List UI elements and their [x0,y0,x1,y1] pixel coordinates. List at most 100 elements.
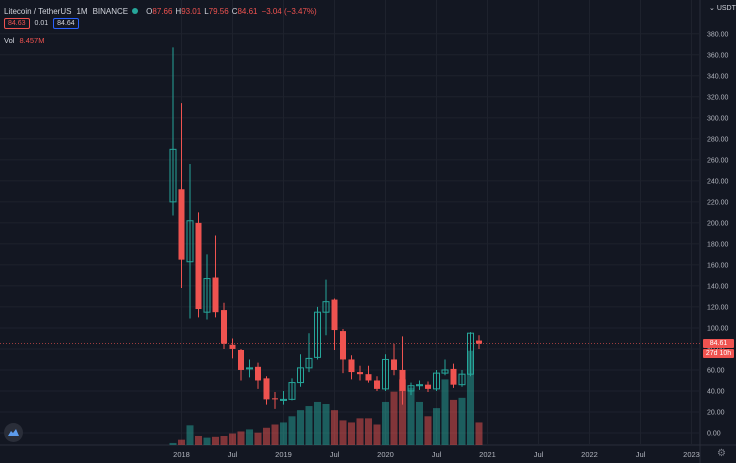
open-label: O [146,6,153,16]
currency-value: USDT [716,5,736,12]
y-tick-label: 360.00 [707,52,729,59]
candle-body [365,374,372,381]
candle-body [407,385,415,392]
candle-body [178,189,185,260]
candle-body [467,332,474,375]
y-tick-label: 380.00 [707,31,729,38]
open-value: 87.66 [152,6,173,16]
candle-body [348,359,355,373]
candle-body [229,344,236,349]
candle-body [212,277,219,313]
volume-bar [475,422,483,445]
candle-body [450,368,457,385]
volume-bar [186,425,194,445]
candle-body [357,372,363,375]
candle-body [246,367,253,370]
spread-value: 0.01 [34,20,49,27]
symbol-name[interactable]: Litecoin / TetherUS [4,6,72,16]
volume-bar [331,410,338,445]
y-tick-label: 0.00 [707,431,721,438]
y-tick-label: 340.00 [707,73,729,80]
change-value: −3.04 (−3.47%) [261,6,317,16]
volume-bar [322,404,330,445]
candle-body [288,382,296,400]
volume-bar [365,418,372,445]
low-label: L [204,6,209,16]
y-tick-label: 320.00 [707,94,729,101]
y-tick-label: 200.00 [707,220,729,227]
volume-bar [399,379,406,445]
candle-body [280,398,287,401]
volume-bar [390,391,398,445]
candle-body [458,373,466,386]
candle-body [322,301,330,313]
candle-body [331,299,338,331]
candle-body [433,372,440,390]
volume-bar [305,406,313,445]
tradingview-logo-icon[interactable] [4,423,23,442]
candle-body [221,310,227,344]
volume-bar [356,418,364,445]
y-tick-label: 180.00 [707,241,729,248]
volume-bar [297,410,304,445]
candle-body [297,367,304,384]
volume-bar [203,437,211,445]
currency-label[interactable]: ⌄ USDT [709,4,736,12]
quote-panel: 84.63 0.01 84.64 [4,18,79,29]
volume-legend: Vol 8.457M [4,36,44,45]
candle-body [255,366,261,381]
volume-bar [254,432,262,445]
y-tick-label: 160.00 [707,262,729,269]
close-label: C [231,6,238,16]
x-tick-label: 2020 [377,450,394,459]
x-tick-label: 2023 [683,450,700,459]
volume-bar [229,433,236,445]
y-tick-label: 60.00 [707,367,725,374]
y-tick-label: 260.00 [707,157,729,164]
volume-bar [382,401,389,445]
volume-bar [212,436,219,445]
x-tick-label: Jul [330,450,340,459]
volume-bar [433,408,440,445]
y-tick-label: 140.00 [707,283,729,290]
last-price-tag: 84.61 [703,339,734,349]
y-tick-label: 220.00 [707,199,729,206]
countdown-tag: 27d 10h [703,349,734,359]
volume-bar [237,431,245,445]
market-status-icon [132,8,139,14]
sell-button[interactable]: 84.63 [4,18,30,29]
y-tick-label: 120.00 [707,304,729,311]
x-tick-label: 2018 [173,450,190,459]
volume-bar [195,435,202,445]
buy-button[interactable]: 84.64 [53,18,79,29]
candle-body [382,358,389,390]
close-value: 84.61 [237,6,258,16]
candle-body [340,331,346,360]
candle-body [203,278,211,313]
volume-bar [407,387,415,445]
x-tick-label: Jul [636,450,646,459]
volume-bar [263,427,270,445]
volume-bar [220,435,228,445]
candle-body [272,398,278,400]
y-tick-label: 40.00 [707,388,725,395]
volume-bar [467,350,474,445]
candle-body [169,148,177,203]
candle-body [476,340,482,344]
x-tick-label: Jul [228,450,238,459]
y-tick-label: 100.00 [707,325,729,332]
volume-bar [441,379,449,445]
candle-body [263,378,270,400]
candle-body [314,311,321,358]
candle-body [186,220,194,263]
y-tick-label: 240.00 [707,178,729,185]
interval-label[interactable]: 1M [76,6,88,16]
gear-icon[interactable]: ⚙ [717,448,726,459]
candle-body [441,369,449,374]
volume-bar [169,442,177,445]
candle-body [416,384,423,387]
volume-bar [450,399,457,445]
x-tick-label: Jul [432,450,442,459]
